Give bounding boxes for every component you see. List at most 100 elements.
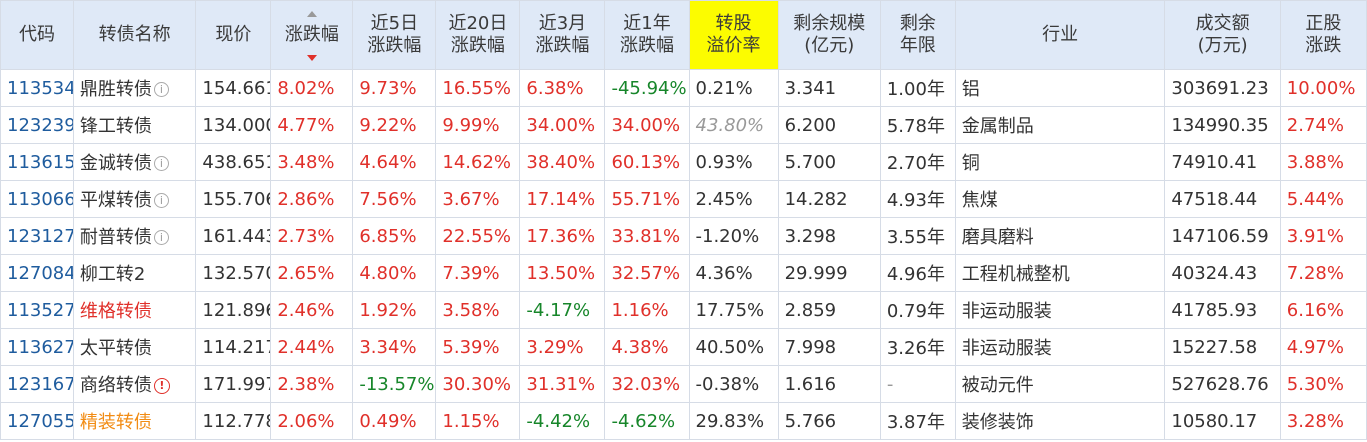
change-1y-cell: 32.57%	[604, 254, 690, 292]
col-20d-change-header[interactable]: 近20日 涨跌幅	[435, 0, 521, 70]
change-20d-cell: 30.30%	[435, 365, 521, 403]
col-scale-header[interactable]: 剩余规模 (亿元)	[777, 0, 881, 70]
industry-cell: 被动元件	[954, 365, 1166, 403]
term-cell: 4.96年	[879, 254, 956, 292]
term-cell: 3.26年	[879, 328, 956, 366]
table-body: 113534 鼎胜转债 i 154.661 8.02% 9.73% 16.55% 6.38% -…	[0, 69, 1367, 440]
change-3m-cell: 34.00%	[519, 106, 606, 144]
bond-code-link[interactable]: 127055	[0, 402, 74, 440]
col-5d-change-header[interactable]: 近5日 涨跌幅	[352, 0, 437, 70]
info-icon[interactable]: i	[153, 230, 169, 245]
volume-cell: 40324.43	[1164, 254, 1281, 292]
bond-name-link[interactable]: 精装转债	[72, 402, 197, 440]
bond-name-link[interactable]: 维格转债	[72, 291, 197, 329]
term-cell: 3.87年	[879, 402, 956, 440]
price-cell: 171.997	[195, 365, 272, 403]
price-cell: 134.000	[195, 106, 272, 144]
change-1y-cell: 33.81%	[604, 217, 690, 255]
table-row[interactable]: 123239 锋工转债 134.000 4.77% 9.22% 9.99% 34.00% 34…	[0, 106, 1367, 144]
scale-cell: 3.298	[777, 217, 881, 255]
bond-name-link[interactable]: 商络转债!	[72, 365, 197, 403]
change-1y-cell: 60.13%	[604, 143, 690, 181]
bond-code-link[interactable]: 123127	[0, 217, 74, 255]
col-name-header[interactable]: 转债名称	[72, 0, 197, 70]
premium-cell: 17.75%	[688, 291, 779, 329]
change-20d-cell: 16.55%	[435, 69, 521, 107]
col-3m-change-header[interactable]: 近3月 涨跌幅	[519, 0, 606, 70]
bond-code-link[interactable]: 113066	[0, 180, 74, 218]
table-row[interactable]: 127055 精装转债 112.778 2.06% 0.49% 1.15% -4.42% -4…	[0, 402, 1367, 440]
term-cell: 4.93年	[879, 180, 956, 218]
volume-cell: 147106.59	[1164, 217, 1281, 255]
info-icon[interactable]: i	[153, 193, 169, 208]
table-row[interactable]: 113534 鼎胜转债 i 154.661 8.02% 9.73% 16.55% 6.38% -…	[0, 69, 1367, 107]
col-term-header[interactable]: 剩余 年限	[879, 0, 956, 70]
premium-cell: 2.45%	[688, 180, 779, 218]
bond-name-link[interactable]: 鼎胜转债 i	[72, 69, 197, 107]
change-3m-cell: -4.42%	[519, 402, 606, 440]
bond-code-link[interactable]: 113615	[0, 143, 74, 181]
industry-cell: 金属制品	[954, 106, 1166, 144]
change-5d-cell: 1.92%	[352, 291, 437, 329]
premium-cell: -1.20%	[688, 217, 779, 255]
info-icon[interactable]: i	[153, 82, 169, 97]
change-cell: 2.44%	[270, 328, 354, 366]
stock-change-cell: 3.88%	[1279, 143, 1367, 181]
change-1y-cell: 34.00%	[604, 106, 690, 144]
col-industry-header[interactable]: 行业	[954, 0, 1166, 70]
warning-icon[interactable]: !	[153, 378, 170, 394]
change-3m-cell: 17.36%	[519, 217, 606, 255]
bond-code-link[interactable]: 127084	[0, 254, 74, 292]
col-change-header[interactable]: 涨跌幅	[270, 0, 354, 70]
table-row[interactable]: 113066 平煤转债 i 155.706 2.86% 7.56% 3.67% 17.14% 5…	[0, 180, 1367, 218]
change-1y-cell: -4.62%	[604, 402, 690, 440]
change-3m-cell: -4.17%	[519, 291, 606, 329]
info-icon[interactable]: i	[153, 156, 169, 171]
col-1y-change-header[interactable]: 近1年 涨跌幅	[604, 0, 690, 70]
volume-cell: 527628.76	[1164, 365, 1281, 403]
industry-cell: 铝	[954, 69, 1166, 107]
scale-cell: 5.766	[777, 402, 881, 440]
bond-code-link[interactable]: 113627	[0, 328, 74, 366]
bond-name-link[interactable]: 金诚转债 i	[72, 143, 197, 181]
sort-desc-icon	[306, 55, 317, 61]
table-row[interactable]: 113527 维格转债 121.896 2.46% 1.92% 3.58% -4.17% 1.…	[0, 291, 1367, 329]
bond-name-link[interactable]: 耐普转债 i	[72, 217, 197, 255]
bond-code-link[interactable]: 113527	[0, 291, 74, 329]
table-row[interactable]: 113615 金诚转债 i 438.651 3.48% 4.64% 14.62% 38.40%…	[0, 143, 1367, 181]
bond-code-link[interactable]: 123167	[0, 365, 74, 403]
change-20d-cell: 9.99%	[435, 106, 521, 144]
change-3m-cell: 13.50%	[519, 254, 606, 292]
term-cell: 0.79年	[879, 291, 956, 329]
industry-cell: 磨具磨料	[954, 217, 1166, 255]
bond-name-link[interactable]: 太平转债	[72, 328, 197, 366]
price-cell: 154.661	[195, 69, 272, 107]
change-3m-cell: 3.29%	[519, 328, 606, 366]
bond-name-link[interactable]: 柳工转2	[72, 254, 197, 292]
premium-cell: -0.38%	[688, 365, 779, 403]
bond-code-link[interactable]: 123239	[0, 106, 74, 144]
table-row[interactable]: 123127 耐普转债 i 161.443 2.73% 6.85% 22.55% 17.36%…	[0, 217, 1367, 255]
stock-change-cell: 6.16%	[1279, 291, 1367, 329]
col-price-header[interactable]: 现价	[195, 0, 272, 70]
premium-cell: 40.50%	[688, 328, 779, 366]
industry-cell: 工程机械整机	[954, 254, 1166, 292]
table-row[interactable]: 113627 太平转债 114.217 2.44% 3.34% 5.39% 3.29% 4.3…	[0, 328, 1367, 366]
bond-name-link[interactable]: 锋工转债	[72, 106, 197, 144]
industry-cell: 装修装饰	[954, 402, 1166, 440]
table-row[interactable]: 127084 柳工转2 132.570 2.65% 4.80% 7.39% 13.50% 32…	[0, 254, 1367, 292]
change-5d-cell: 4.64%	[352, 143, 437, 181]
col-stock-change-header[interactable]: 正股 涨跌	[1279, 0, 1367, 70]
scale-cell: 3.341	[777, 69, 881, 107]
col-premium-header[interactable]: 转股 溢价率	[688, 0, 779, 70]
change-20d-cell: 5.39%	[435, 328, 521, 366]
bond-code-link[interactable]: 113534	[0, 69, 74, 107]
price-cell: 438.651	[195, 143, 272, 181]
change-5d-cell: 4.80%	[352, 254, 437, 292]
bond-name-link[interactable]: 平煤转债 i	[72, 180, 197, 218]
change-20d-cell: 3.58%	[435, 291, 521, 329]
col-volume-header[interactable]: 成交额 (万元)	[1164, 0, 1281, 70]
table-row[interactable]: 123167 商络转债! 171.997 2.38% -13.57% 30.30% 31.3…	[0, 365, 1367, 403]
col-code-header[interactable]: 代码	[0, 0, 74, 70]
premium-cell: 0.21%	[688, 69, 779, 107]
